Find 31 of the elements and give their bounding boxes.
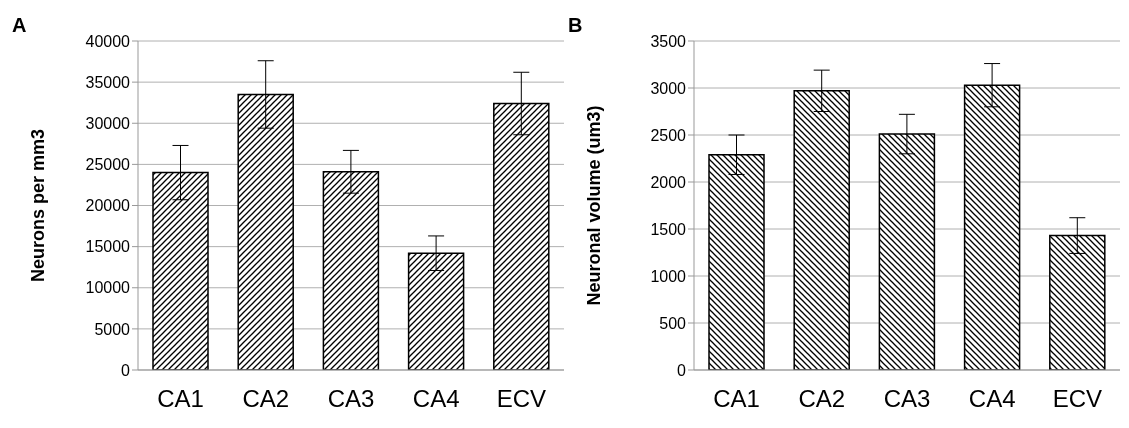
y-tick-label: 35000 [85, 73, 131, 91]
y-tick-label: 3500 [650, 32, 687, 50]
y-axis-title: Neuronal volume (um3) [584, 105, 605, 306]
y-tick-label: 25000 [85, 156, 131, 174]
y-axis-title: Neurons per mm3 [28, 128, 49, 283]
x-tick-label: CA2 [798, 385, 846, 413]
y-tick-label: 5000 [94, 320, 131, 338]
y-tick-label: 0 [121, 361, 131, 379]
x-tick-label: CA1 [157, 385, 204, 413]
x-tick-label: CA2 [242, 385, 290, 413]
y-tick-label: 30000 [85, 114, 131, 132]
x-tick-label: CA1 [713, 385, 760, 413]
x-tick-label: CA4 [412, 385, 460, 413]
y-tick-label: 1000 [650, 267, 687, 285]
x-tick-label: ECV [496, 385, 547, 413]
y-tick-label: 40000 [85, 32, 131, 50]
y-tick-label: 3000 [650, 79, 687, 97]
chart-title: B [568, 14, 583, 37]
x-tick-label: CA4 [968, 385, 1016, 413]
x-tick-label: CA3 [327, 385, 375, 413]
y-tick-label: 15000 [85, 238, 131, 256]
x-tick-label: ECV [1052, 385, 1103, 413]
y-tick-label: 0 [677, 361, 687, 379]
y-tick-label: 2500 [650, 126, 687, 144]
y-tick-label: 500 [659, 314, 687, 332]
y-tick-label: 2000 [650, 173, 687, 191]
y-tick-label: 20000 [85, 197, 131, 215]
x-tick-label: CA3 [883, 385, 931, 413]
chart-title: A [12, 14, 27, 37]
y-tick-label: 10000 [85, 279, 131, 297]
y-tick-label: 1500 [650, 220, 687, 238]
